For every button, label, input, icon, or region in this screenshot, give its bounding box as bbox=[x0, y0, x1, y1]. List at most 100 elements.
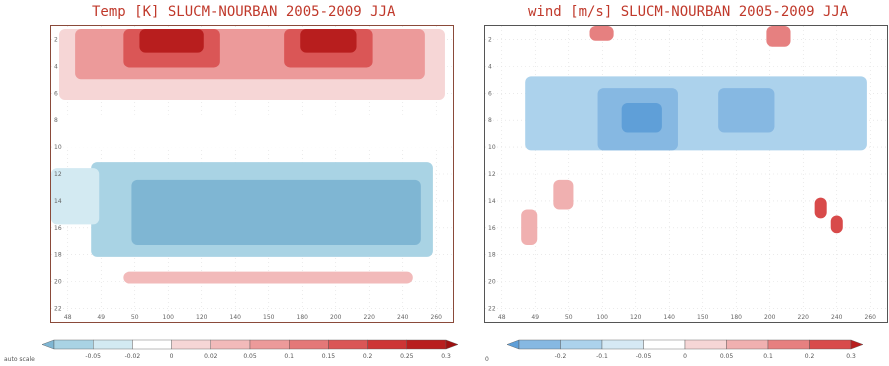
heatmap-region bbox=[51, 114, 453, 148]
y-tick-label: 14 bbox=[54, 198, 62, 205]
y-tick-label: 2 bbox=[488, 36, 492, 43]
x-tick-label: 260 bbox=[431, 314, 443, 321]
colorbar-tick-label: 0.2 bbox=[805, 353, 815, 360]
colorbar-swatch bbox=[367, 339, 408, 350]
x-tick-label: 200 bbox=[330, 314, 342, 321]
x-tick-label: 140 bbox=[230, 314, 242, 321]
y-tick-label: 8 bbox=[54, 117, 58, 124]
y-tick-label: 16 bbox=[488, 225, 496, 232]
colorbar-tick-label: 0.3 bbox=[441, 353, 451, 360]
y-tick-label: 4 bbox=[488, 63, 492, 70]
colorbar-swatch bbox=[601, 339, 644, 350]
colorbar-swatch bbox=[289, 339, 329, 350]
colorbar-tick-label: 0.02 bbox=[204, 353, 218, 360]
colorbar-tick-label: -0.1 bbox=[596, 353, 608, 360]
y-tick-label: 10 bbox=[54, 144, 62, 151]
colorbar-tick-label: 0.1 bbox=[284, 353, 294, 360]
x-tick-label: 50 bbox=[131, 314, 139, 321]
y-tick-label: 18 bbox=[488, 252, 496, 259]
colorbar-swatch bbox=[767, 339, 810, 350]
colorbar-tick-label: -0.05 bbox=[636, 353, 652, 360]
heatmap-region bbox=[51, 168, 100, 225]
plot-area-wind: 2 4 6 8 10 12 14 16 18 20 22 48 49 50 100 120 140 150 180 2… bbox=[484, 25, 888, 323]
y-tick-label: 6 bbox=[54, 90, 58, 97]
heatmap-region bbox=[131, 179, 421, 246]
colorbar-swatch bbox=[406, 339, 447, 350]
heatmap-region bbox=[589, 26, 614, 41]
heatmap-region bbox=[525, 76, 867, 151]
colorbar-swatch bbox=[684, 339, 727, 350]
x-tick-label: 200 bbox=[764, 314, 776, 321]
x-tick-label: 50 bbox=[565, 314, 573, 321]
y-tick-label: 22 bbox=[488, 306, 496, 313]
x-tick-label: 120 bbox=[630, 314, 642, 321]
x-tick-label: 48 bbox=[64, 314, 72, 321]
y-tick-label: 12 bbox=[488, 171, 496, 178]
colorbar-swatch bbox=[726, 339, 769, 350]
x-tick-label: 48 bbox=[498, 314, 506, 321]
plot-area-temp: 2 4 6 8 10 12 14 16 18 20 22 48 49 50 100 120 140 150 180 2… bbox=[50, 25, 454, 323]
colorbar-tick-label: 0.2 bbox=[363, 353, 373, 360]
colorbar-note-temp: auto scale bbox=[4, 356, 35, 363]
colorbar-swatch bbox=[41, 339, 55, 350]
x-tick-label: 180 bbox=[297, 314, 309, 321]
colorbar-swatch bbox=[518, 339, 561, 350]
y-tick-label: 22 bbox=[54, 306, 62, 313]
heatmap-region bbox=[300, 28, 357, 53]
y-tick-label: 12 bbox=[54, 171, 62, 178]
colorbar-note-wind: 0 bbox=[485, 356, 489, 363]
x-tick-label: 220 bbox=[798, 314, 810, 321]
colorbar-tick-label: 0.3 bbox=[846, 353, 856, 360]
colorbar-swatch bbox=[850, 339, 864, 350]
heatmap-region bbox=[553, 179, 574, 210]
colorbar-tick-label: 0.05 bbox=[243, 353, 257, 360]
x-tick-label: 260 bbox=[865, 314, 877, 321]
heatmap-region bbox=[766, 26, 791, 47]
x-tick-label: 100 bbox=[163, 314, 175, 321]
chart-title-temp: Temp [K] SLUCM-NOURBAN 2005-2009 JJA bbox=[92, 4, 396, 20]
heatmap-region bbox=[139, 28, 204, 53]
colorbar-tick-label: 0.1 bbox=[763, 353, 773, 360]
heatmap-region bbox=[521, 209, 538, 246]
colorbar-tick-label: -0.02 bbox=[125, 353, 141, 360]
colorbar-swatch bbox=[809, 339, 852, 350]
colorbar-swatch bbox=[210, 339, 251, 350]
colorbar-tick-label: 0 bbox=[170, 353, 174, 360]
x-tick-label: 220 bbox=[364, 314, 376, 321]
y-tick-label: 16 bbox=[54, 225, 62, 232]
colorbar-tick-label: -0.05 bbox=[85, 353, 101, 360]
colorbar-tick-label: 0.15 bbox=[322, 353, 336, 360]
colorbar-swatch bbox=[445, 339, 459, 350]
chart-title-wind: wind [m/s] SLUCM-NOURBAN 2005-2009 JJA bbox=[528, 4, 849, 20]
x-tick-label: 240 bbox=[831, 314, 843, 321]
x-tick-label: 240 bbox=[397, 314, 409, 321]
y-tick-label: 8 bbox=[488, 117, 492, 124]
y-tick-label: 2 bbox=[54, 36, 58, 43]
heatmap-region bbox=[718, 88, 775, 133]
y-tick-label: 20 bbox=[54, 279, 62, 286]
x-tick-label: 49 bbox=[531, 314, 539, 321]
colorbar-swatch bbox=[643, 339, 686, 350]
y-tick-label: 10 bbox=[488, 144, 496, 151]
colorbar-swatch bbox=[93, 339, 133, 350]
colorbar-tick-label: 0.25 bbox=[400, 353, 414, 360]
colorbar-swatch bbox=[171, 339, 212, 350]
y-tick-label: 6 bbox=[488, 90, 492, 97]
heatmap-region bbox=[123, 271, 413, 284]
y-tick-label: 18 bbox=[54, 252, 62, 259]
heatmap-region bbox=[621, 102, 662, 133]
heatmap-region bbox=[814, 197, 827, 219]
colorbar-tick-label: 0.05 bbox=[720, 353, 734, 360]
colorbar-swatch bbox=[506, 339, 520, 350]
colorbar-swatch bbox=[132, 339, 172, 350]
x-tick-label: 120 bbox=[196, 314, 208, 321]
colorbar-tick-label: 0 bbox=[683, 353, 687, 360]
x-tick-label: 150 bbox=[697, 314, 709, 321]
x-tick-label: 180 bbox=[731, 314, 743, 321]
y-tick-label: 14 bbox=[488, 198, 496, 205]
x-tick-label: 150 bbox=[263, 314, 275, 321]
colorbar-swatch bbox=[53, 339, 94, 350]
